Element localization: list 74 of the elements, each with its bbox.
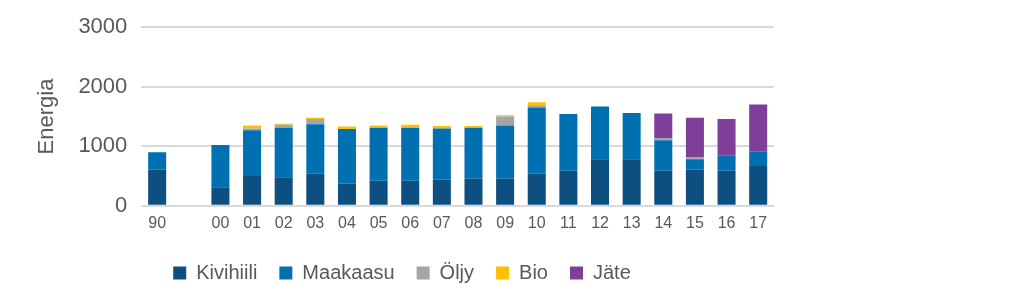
bar [685, 169, 704, 205]
bar [432, 128, 451, 180]
legend-label: Jäte [592, 260, 631, 283]
x-tick-label: 13 [622, 213, 641, 231]
bar [369, 180, 388, 205]
x-tick-label: 00 [211, 213, 230, 231]
bar [717, 170, 736, 205]
y-tick-label: 1000 [78, 132, 128, 158]
x-tick-label: 05 [369, 213, 388, 231]
legend-label: Maakaasu [302, 260, 395, 283]
bar [211, 187, 230, 205]
x-tick-label: 07 [432, 213, 451, 231]
y-tick-label: 3000 [78, 13, 128, 39]
bar [306, 118, 325, 125]
x-tick-label: 09 [496, 213, 515, 231]
bar [337, 183, 356, 205]
x-tick-label: 17 [749, 213, 768, 231]
bar [622, 112, 641, 160]
bar [717, 155, 736, 171]
bar [527, 173, 546, 205]
x-tick-label: 90 [148, 213, 167, 231]
bar [559, 114, 578, 171]
bar [464, 178, 483, 205]
x-tick-label: 06 [401, 213, 420, 231]
bar [559, 170, 578, 205]
bar [685, 159, 704, 170]
bar [749, 104, 768, 152]
x-tick-label: 12 [591, 213, 610, 231]
bar [401, 180, 420, 205]
bar [337, 129, 356, 184]
bar [306, 124, 325, 174]
bar [148, 169, 167, 205]
y-tick-label: 2000 [78, 72, 128, 98]
bar [274, 127, 293, 178]
bar [622, 159, 641, 205]
x-tick-label: 01 [243, 213, 262, 231]
bar [654, 170, 673, 205]
bar [148, 152, 167, 170]
bar [749, 151, 768, 166]
bar [591, 159, 610, 205]
bar [369, 127, 388, 181]
x-tick-label: 15 [686, 213, 704, 231]
bar [749, 165, 768, 205]
legend-label: Öljy [439, 260, 475, 283]
bar [591, 106, 610, 160]
x-tick-label: 02 [274, 213, 293, 231]
bar [274, 177, 293, 205]
bar [685, 117, 704, 158]
bar [243, 176, 262, 205]
y-axis-title: Energia [33, 77, 59, 155]
bar [654, 113, 673, 138]
legend-label: Bio [519, 260, 548, 283]
bar [243, 130, 262, 177]
bar [401, 124, 420, 128]
x-tick-label: 08 [464, 213, 483, 231]
bar [401, 127, 420, 181]
bar [527, 107, 546, 174]
bar [432, 179, 451, 205]
x-tick-label: 03 [306, 213, 325, 231]
bar [717, 118, 736, 156]
x-tick-label: 16 [717, 213, 736, 231]
bar [496, 125, 515, 179]
y-tick-label: 0 [115, 191, 128, 217]
bar [369, 125, 388, 128]
x-tick-label: 04 [338, 213, 356, 231]
bar [496, 178, 515, 205]
bar [211, 145, 230, 188]
x-tick-label: 11 [560, 213, 577, 231]
legend-label: Kivihiili [196, 260, 258, 283]
bar [464, 127, 483, 179]
x-tick-label: 10 [527, 213, 546, 231]
x-tick-label: 14 [654, 213, 673, 231]
bar [306, 173, 325, 205]
bar [654, 140, 673, 171]
